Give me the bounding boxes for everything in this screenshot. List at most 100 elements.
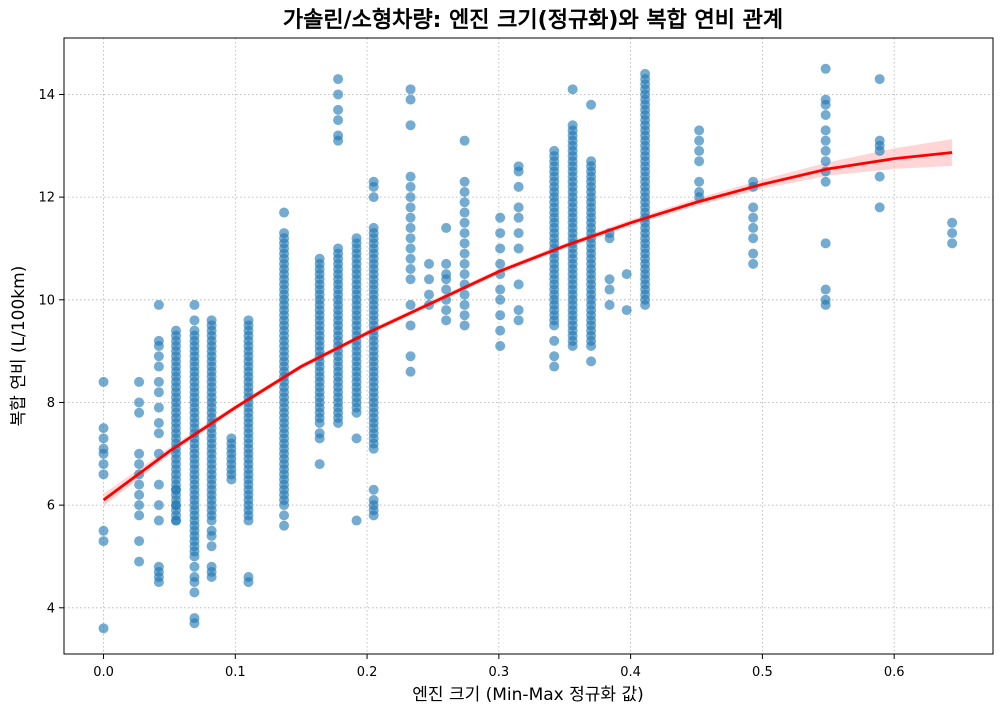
scatter-point <box>368 176 379 187</box>
trend-line <box>102 151 953 502</box>
scatter-point <box>748 212 759 223</box>
scatter-point <box>621 269 632 280</box>
scatter-point <box>314 253 325 264</box>
scatter-point <box>134 536 145 547</box>
y-tick-label: 4 <box>47 601 55 616</box>
scatter-point <box>98 469 109 480</box>
scatter-point <box>405 84 416 95</box>
scatter-point <box>134 448 145 459</box>
scatter-point <box>134 376 145 387</box>
scatter-point <box>134 556 145 567</box>
scatter-point <box>134 489 145 500</box>
scatter-point <box>567 120 578 131</box>
scatter-point <box>874 74 885 85</box>
scatter-point <box>459 197 470 208</box>
scatter-point <box>134 459 145 470</box>
scatter-point <box>153 428 164 439</box>
y-tick-label: 10 <box>38 293 55 308</box>
scatter-point <box>405 253 416 264</box>
x-axis-ticks: 0.0 0.1 0.2 0.3 0.4 0.5 0.6 <box>93 654 905 680</box>
scatter-point <box>189 613 200 624</box>
scatter-point <box>513 212 524 223</box>
y-axis-ticks: 4 6 8 10 12 14 <box>38 88 64 616</box>
scatter-point <box>405 351 416 362</box>
x-tick-label: 0.4 <box>620 665 641 680</box>
scatter-point <box>333 130 344 141</box>
scatter-point <box>153 418 164 428</box>
scatter-point <box>189 325 200 336</box>
x-tick-label: 0.1 <box>225 665 246 680</box>
scatter-point <box>153 561 164 572</box>
scatter-point <box>586 356 597 367</box>
scatter-point <box>405 212 416 223</box>
scatter-point <box>495 284 506 295</box>
scatter-point <box>368 495 379 505</box>
scatter-point <box>459 258 470 269</box>
scatter-point <box>694 125 705 136</box>
scatter-point <box>243 315 254 326</box>
y-tick-label: 12 <box>38 191 55 206</box>
scatter-point <box>495 243 506 254</box>
scatter-point <box>459 176 470 187</box>
scatter-point <box>694 135 705 146</box>
scatter-point <box>314 428 325 439</box>
scatter-point <box>153 376 164 387</box>
scatter-point <box>153 500 164 511</box>
scatter-point <box>405 320 416 331</box>
scatter-point <box>567 84 578 95</box>
scatter-point <box>820 125 831 136</box>
scatter-point <box>405 243 416 254</box>
scatter-point <box>405 366 416 377</box>
scatter-point <box>171 484 182 495</box>
scatter-point <box>495 341 506 351</box>
scatter-point <box>368 222 379 233</box>
y-tick-label: 14 <box>38 88 55 103</box>
scatter-point <box>189 561 200 572</box>
scatter-point <box>820 284 831 295</box>
scatter-point <box>947 228 958 239</box>
scatter-point <box>604 299 615 310</box>
scatter-point <box>405 171 416 182</box>
scatter-point <box>134 479 145 490</box>
scatter-point <box>226 433 237 444</box>
scatter-point <box>513 181 524 192</box>
scatter-point <box>441 269 452 280</box>
scatter-point <box>405 202 416 213</box>
scatter-point <box>495 212 506 223</box>
scatter-point <box>513 228 524 239</box>
scatter-point <box>874 135 885 146</box>
x-axis-label: 엔진 크기 (Min-Max 정규화 값) <box>412 685 643 705</box>
scatter-point <box>279 207 290 218</box>
scatter-point <box>459 217 470 228</box>
plot-frame <box>63 37 994 655</box>
scatter-point <box>874 171 885 182</box>
scatter-point <box>694 156 705 167</box>
scatter-point <box>495 294 506 305</box>
scatter-point <box>368 484 379 495</box>
scatter-point <box>513 243 524 254</box>
scatter-point <box>549 361 560 372</box>
scatter-point <box>459 320 470 331</box>
scatter-point <box>459 299 470 310</box>
scatter-point <box>748 176 759 187</box>
scatter-point <box>495 310 506 321</box>
scatter-point <box>206 561 217 572</box>
scatter-point <box>820 238 831 249</box>
scatter-point <box>748 202 759 213</box>
scatter-point <box>405 274 416 285</box>
scatter-point <box>459 289 470 300</box>
scatter-point <box>424 289 435 300</box>
scatter-point <box>441 258 452 269</box>
scatter-point <box>153 335 164 346</box>
scatter-point <box>513 161 524 172</box>
scatter-point <box>153 299 164 310</box>
scatter-point <box>513 305 524 316</box>
scatter-point <box>351 233 362 244</box>
y-axis-label: 복합 연비 (L/100km) <box>9 266 29 427</box>
scatter-point <box>640 68 651 79</box>
scatter-point <box>495 325 506 336</box>
scatter-point <box>495 228 506 239</box>
scatter-point <box>333 74 344 85</box>
scatter-point <box>621 305 632 316</box>
